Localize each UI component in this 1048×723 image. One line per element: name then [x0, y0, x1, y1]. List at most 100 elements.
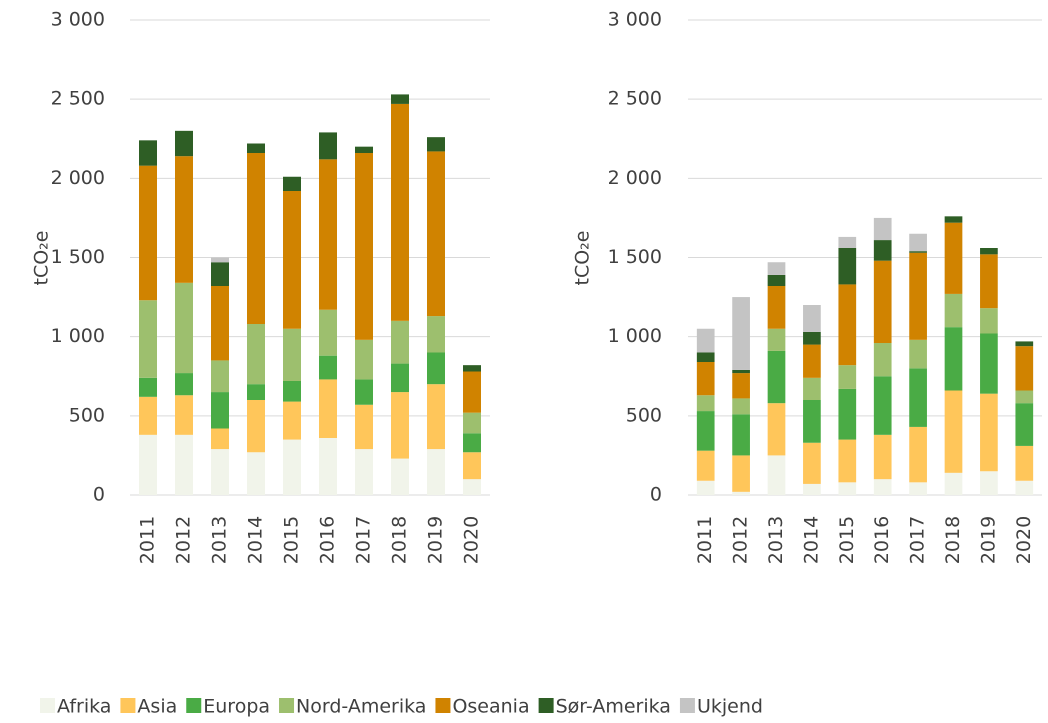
bar-segment	[139, 300, 157, 378]
bar-segment	[944, 390, 963, 473]
bar-segment	[211, 449, 229, 495]
x-tick-label: 2014	[245, 516, 267, 564]
bar-segment	[873, 343, 892, 377]
legend-swatch	[120, 698, 136, 713]
x-tick-label: 2014	[800, 516, 822, 564]
bar-segment	[355, 339, 373, 380]
bar-segment	[463, 452, 481, 480]
legend-label: Afrika	[57, 696, 111, 718]
bar-segment	[873, 260, 892, 343]
bar-segment	[427, 384, 445, 450]
bar-segment	[391, 363, 409, 393]
y-tick-label: 2 500	[608, 88, 662, 110]
bar-segment	[211, 392, 229, 429]
bar-segment	[1015, 445, 1034, 481]
bar-segment	[211, 286, 229, 361]
bar-segment	[211, 428, 229, 450]
bar-segment	[175, 395, 193, 435]
bar-segment	[909, 368, 927, 427]
bar-segment	[909, 426, 927, 483]
bar-segment	[873, 479, 892, 495]
bar-segment	[1015, 480, 1034, 495]
legend-label: Sør-Amerika	[556, 696, 671, 718]
bar-segment	[803, 400, 821, 443]
x-tick-label: 2012	[173, 516, 195, 564]
x-tick-label: 2013	[765, 516, 787, 564]
x-tick-label: 2016	[317, 516, 339, 564]
y-tick-label: 500	[626, 404, 662, 426]
x-tick-label: 2012	[730, 516, 752, 564]
legend-label: Europa	[203, 696, 270, 718]
bar-segment	[319, 309, 337, 356]
bar-segment	[767, 328, 786, 351]
bar-segment	[873, 217, 892, 241]
bar-segment	[767, 403, 786, 456]
bar-segment	[283, 439, 301, 495]
bar-segment	[838, 236, 857, 248]
bar-segment	[803, 305, 821, 332]
bar-segment	[980, 308, 998, 334]
y-tick-label: 2 000	[51, 167, 105, 189]
bar-segment	[909, 233, 927, 252]
x-tick-label: 2017	[353, 516, 375, 564]
bar-segment	[247, 384, 265, 400]
y-axis-title: tCO₂e	[572, 231, 594, 286]
legend-label: Nord-Amerika	[296, 696, 426, 718]
bar-segment	[355, 153, 373, 340]
y-tick-label: 500	[69, 404, 105, 426]
x-tick-label: 2018	[942, 516, 964, 564]
x-tick-label: 2011	[137, 516, 159, 564]
bar-segment	[1015, 403, 1034, 446]
bar-segment	[838, 365, 857, 389]
bar-segment	[909, 339, 927, 369]
legend-swatch	[435, 698, 451, 713]
y-tick-label: 1 500	[51, 246, 105, 268]
bar-segment	[696, 411, 715, 451]
bar-segment	[944, 216, 963, 223]
bar-segment	[909, 251, 927, 253]
bar-segment	[1015, 341, 1034, 347]
bar-segment	[732, 455, 750, 492]
bar-segment	[732, 297, 750, 370]
x-tick-label: 2016	[871, 516, 893, 564]
bar-segment	[838, 482, 857, 495]
bar-segment	[838, 439, 857, 483]
bar-segment	[696, 328, 715, 353]
bar-segment	[247, 143, 265, 153]
bar-segment	[732, 414, 750, 456]
x-tick-label: 2011	[694, 516, 716, 564]
bar-segment	[767, 286, 786, 329]
bar-segment	[175, 130, 193, 157]
bar-segment	[463, 479, 481, 495]
bar-segment	[283, 328, 301, 381]
bar-segment	[696, 352, 715, 362]
bar-segment	[732, 373, 750, 399]
bar-segment	[247, 452, 265, 495]
legend-swatch	[186, 698, 202, 713]
bar-segment	[767, 455, 786, 495]
y-tick-label: 1 500	[608, 246, 662, 268]
bar-segment	[873, 240, 892, 261]
y-tick-label: 3 000	[608, 9, 662, 31]
bar-segment	[944, 327, 963, 391]
bar-segment	[391, 320, 409, 364]
bar-segment	[175, 434, 193, 495]
y-tick-label: 2 000	[608, 167, 662, 189]
bar-segment	[838, 388, 857, 440]
bar-segment	[283, 401, 301, 440]
bar-segment	[355, 379, 373, 405]
bar-segment	[980, 254, 998, 309]
y-tick-label: 1 000	[608, 325, 662, 347]
bar-segment	[1015, 390, 1034, 404]
bar-segment	[283, 176, 301, 191]
x-tick-label: 2018	[389, 516, 411, 564]
bar-segment	[980, 393, 998, 472]
bar-segment	[909, 482, 927, 495]
y-tick-label: 3 000	[51, 9, 105, 31]
bar-segment	[319, 355, 337, 380]
bar-segment	[944, 293, 963, 328]
bar-segment	[803, 331, 821, 345]
bar-segment	[696, 450, 715, 481]
bar-segment	[391, 103, 409, 321]
